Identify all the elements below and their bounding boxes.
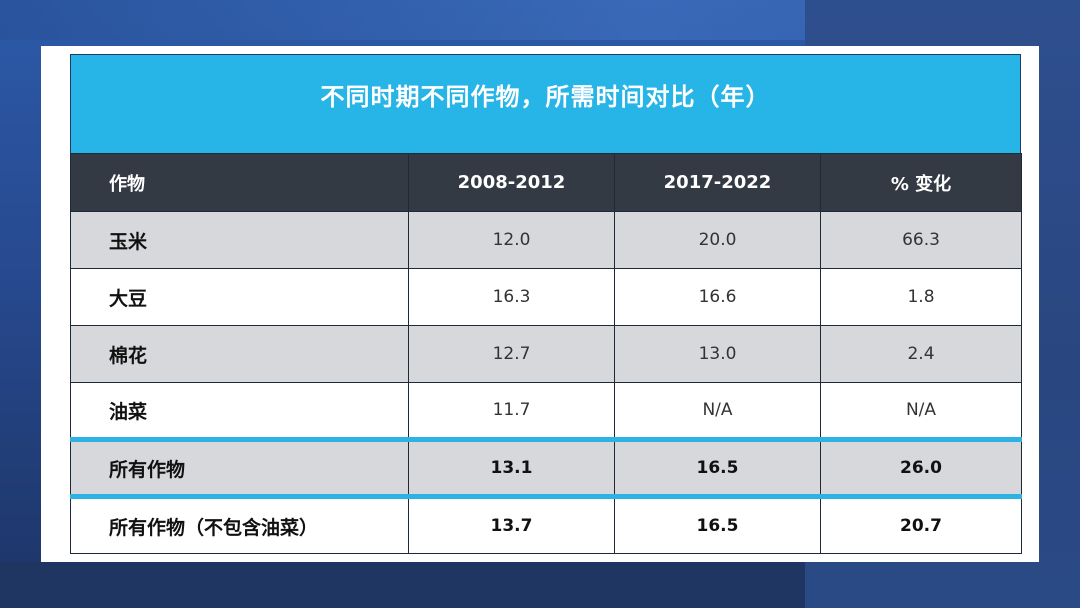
table-row-total: 所有作物 13.1 16.5 26.0 — [70, 437, 1022, 497]
table-row: 玉米 12.0 20.0 66.3 — [70, 211, 1022, 269]
value-2017-2022: 16.5 — [614, 494, 821, 554]
data-table: 作物 2008-2012 2017-2022 % 变化 玉米 12.0 20.0… — [70, 153, 1022, 554]
background-highlight — [0, 0, 805, 40]
value-2017-2022: N/A — [614, 382, 821, 440]
table-title-bar: 不同时期不同作物，所需时间对比（年） — [70, 54, 1021, 153]
value-percent-change: 1.8 — [820, 268, 1022, 326]
value-2017-2022: 20.0 — [614, 211, 821, 269]
crop-name: 大豆 — [70, 268, 409, 326]
header-percent-change: % 变化 — [820, 153, 1022, 212]
value-2008-2012: 13.1 — [408, 437, 615, 497]
table-row: 棉花 12.7 13.0 2.4 — [70, 325, 1022, 383]
crop-name: 所有作物 — [70, 437, 409, 497]
background-bottom-band — [0, 562, 805, 608]
table-title: 不同时期不同作物，所需时间对比（年） — [320, 82, 771, 111]
table-row-total-excl: 所有作物（不包含油菜） 13.7 16.5 20.7 — [70, 494, 1022, 554]
crop-name: 玉米 — [70, 211, 409, 269]
value-percent-change: 66.3 — [820, 211, 1022, 269]
value-percent-change: N/A — [820, 382, 1022, 440]
table-row: 大豆 16.3 16.6 1.8 — [70, 268, 1022, 326]
value-2017-2022: 13.0 — [614, 325, 821, 383]
value-2017-2022: 16.6 — [614, 268, 821, 326]
header-row: 作物 2008-2012 2017-2022 % 变化 — [70, 153, 1022, 212]
header-crop: 作物 — [70, 153, 409, 212]
value-2008-2012: 16.3 — [408, 268, 615, 326]
header-period-2017-2022: 2017-2022 — [614, 153, 821, 212]
value-percent-change: 26.0 — [820, 437, 1022, 497]
value-2008-2012: 12.7 — [408, 325, 615, 383]
crop-name: 所有作物（不包含油菜） — [70, 494, 409, 554]
header-period-2008-2012: 2008-2012 — [408, 153, 615, 212]
value-percent-change: 20.7 — [820, 494, 1022, 554]
crop-name: 棉花 — [70, 325, 409, 383]
value-2008-2012: 13.7 — [408, 494, 615, 554]
table-row: 油菜 11.7 N/A N/A — [70, 382, 1022, 440]
value-2008-2012: 12.0 — [408, 211, 615, 269]
value-2008-2012: 11.7 — [408, 382, 615, 440]
value-percent-change: 2.4 — [820, 325, 1022, 383]
value-2017-2022: 16.5 — [614, 437, 821, 497]
crop-name: 油菜 — [70, 382, 409, 440]
comparison-table: 不同时期不同作物，所需时间对比（年） 作物 2008-2012 2017-202… — [70, 54, 1022, 554]
